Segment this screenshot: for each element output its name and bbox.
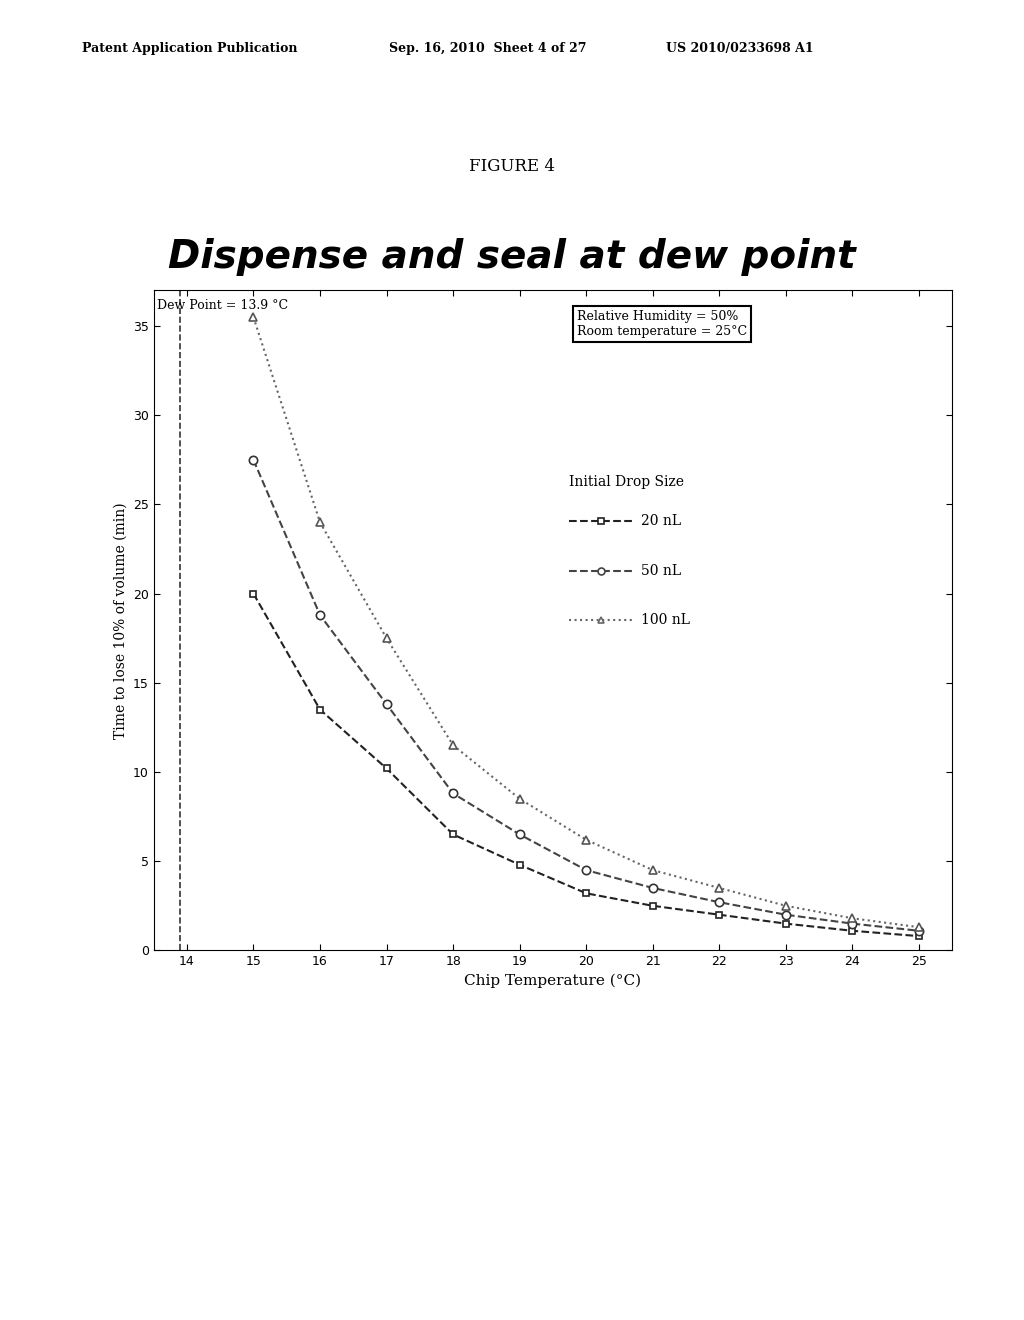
100 nL [647, 862, 659, 878]
50 nL [913, 923, 926, 939]
100 nL [380, 631, 392, 647]
20 nL [714, 907, 726, 923]
100 nL [846, 911, 858, 927]
Text: 20 nL: 20 nL [641, 515, 681, 528]
20 nL [446, 826, 459, 842]
Text: FIGURE 4: FIGURE 4 [469, 158, 555, 176]
50 nL [248, 451, 260, 467]
20 nL [647, 898, 659, 913]
Text: Initial Drop Size: Initial Drop Size [569, 475, 684, 490]
100 nL [514, 791, 526, 807]
50 nL [514, 826, 526, 842]
100 nL [446, 738, 459, 754]
50 nL [580, 862, 592, 878]
Text: Dew Point = 13.9 °C: Dew Point = 13.9 °C [157, 300, 288, 313]
20 nL [380, 760, 392, 776]
100 nL [580, 832, 592, 847]
Line: 50 nL: 50 nL [249, 455, 924, 935]
50 nL [780, 907, 793, 923]
Text: Patent Application Publication: Patent Application Publication [82, 42, 297, 55]
Line: 100 nL: 100 nL [249, 313, 924, 932]
Y-axis label: Time to lose 10% of volume (min): Time to lose 10% of volume (min) [114, 502, 127, 739]
100 nL [313, 515, 326, 531]
Line: 20 nL: 20 nL [250, 590, 923, 940]
20 nL [580, 886, 592, 902]
Text: Dispense and seal at dew point: Dispense and seal at dew point [168, 238, 856, 276]
20 nL [313, 702, 326, 718]
Text: US 2010/0233698 A1: US 2010/0233698 A1 [666, 42, 813, 55]
X-axis label: Chip Temperature (°C): Chip Temperature (°C) [465, 974, 641, 989]
50 nL [714, 895, 726, 911]
Text: Relative Humidity = 50%
Room temperature = 25°C: Relative Humidity = 50% Room temperature… [577, 310, 748, 338]
50 nL [846, 916, 858, 932]
20 nL [780, 916, 793, 932]
100 nL [913, 919, 926, 935]
50 nL [647, 880, 659, 896]
20 nL [913, 928, 926, 944]
100 nL [248, 309, 260, 325]
50 nL [446, 785, 459, 801]
Text: Sep. 16, 2010  Sheet 4 of 27: Sep. 16, 2010 Sheet 4 of 27 [389, 42, 587, 55]
100 nL [714, 880, 726, 896]
50 nL [313, 607, 326, 623]
100 nL [780, 898, 793, 913]
50 nL [380, 697, 392, 713]
20 nL [846, 923, 858, 939]
20 nL [514, 857, 526, 873]
Text: 100 nL: 100 nL [641, 614, 690, 627]
20 nL [248, 586, 260, 602]
Text: 50 nL: 50 nL [641, 564, 681, 578]
